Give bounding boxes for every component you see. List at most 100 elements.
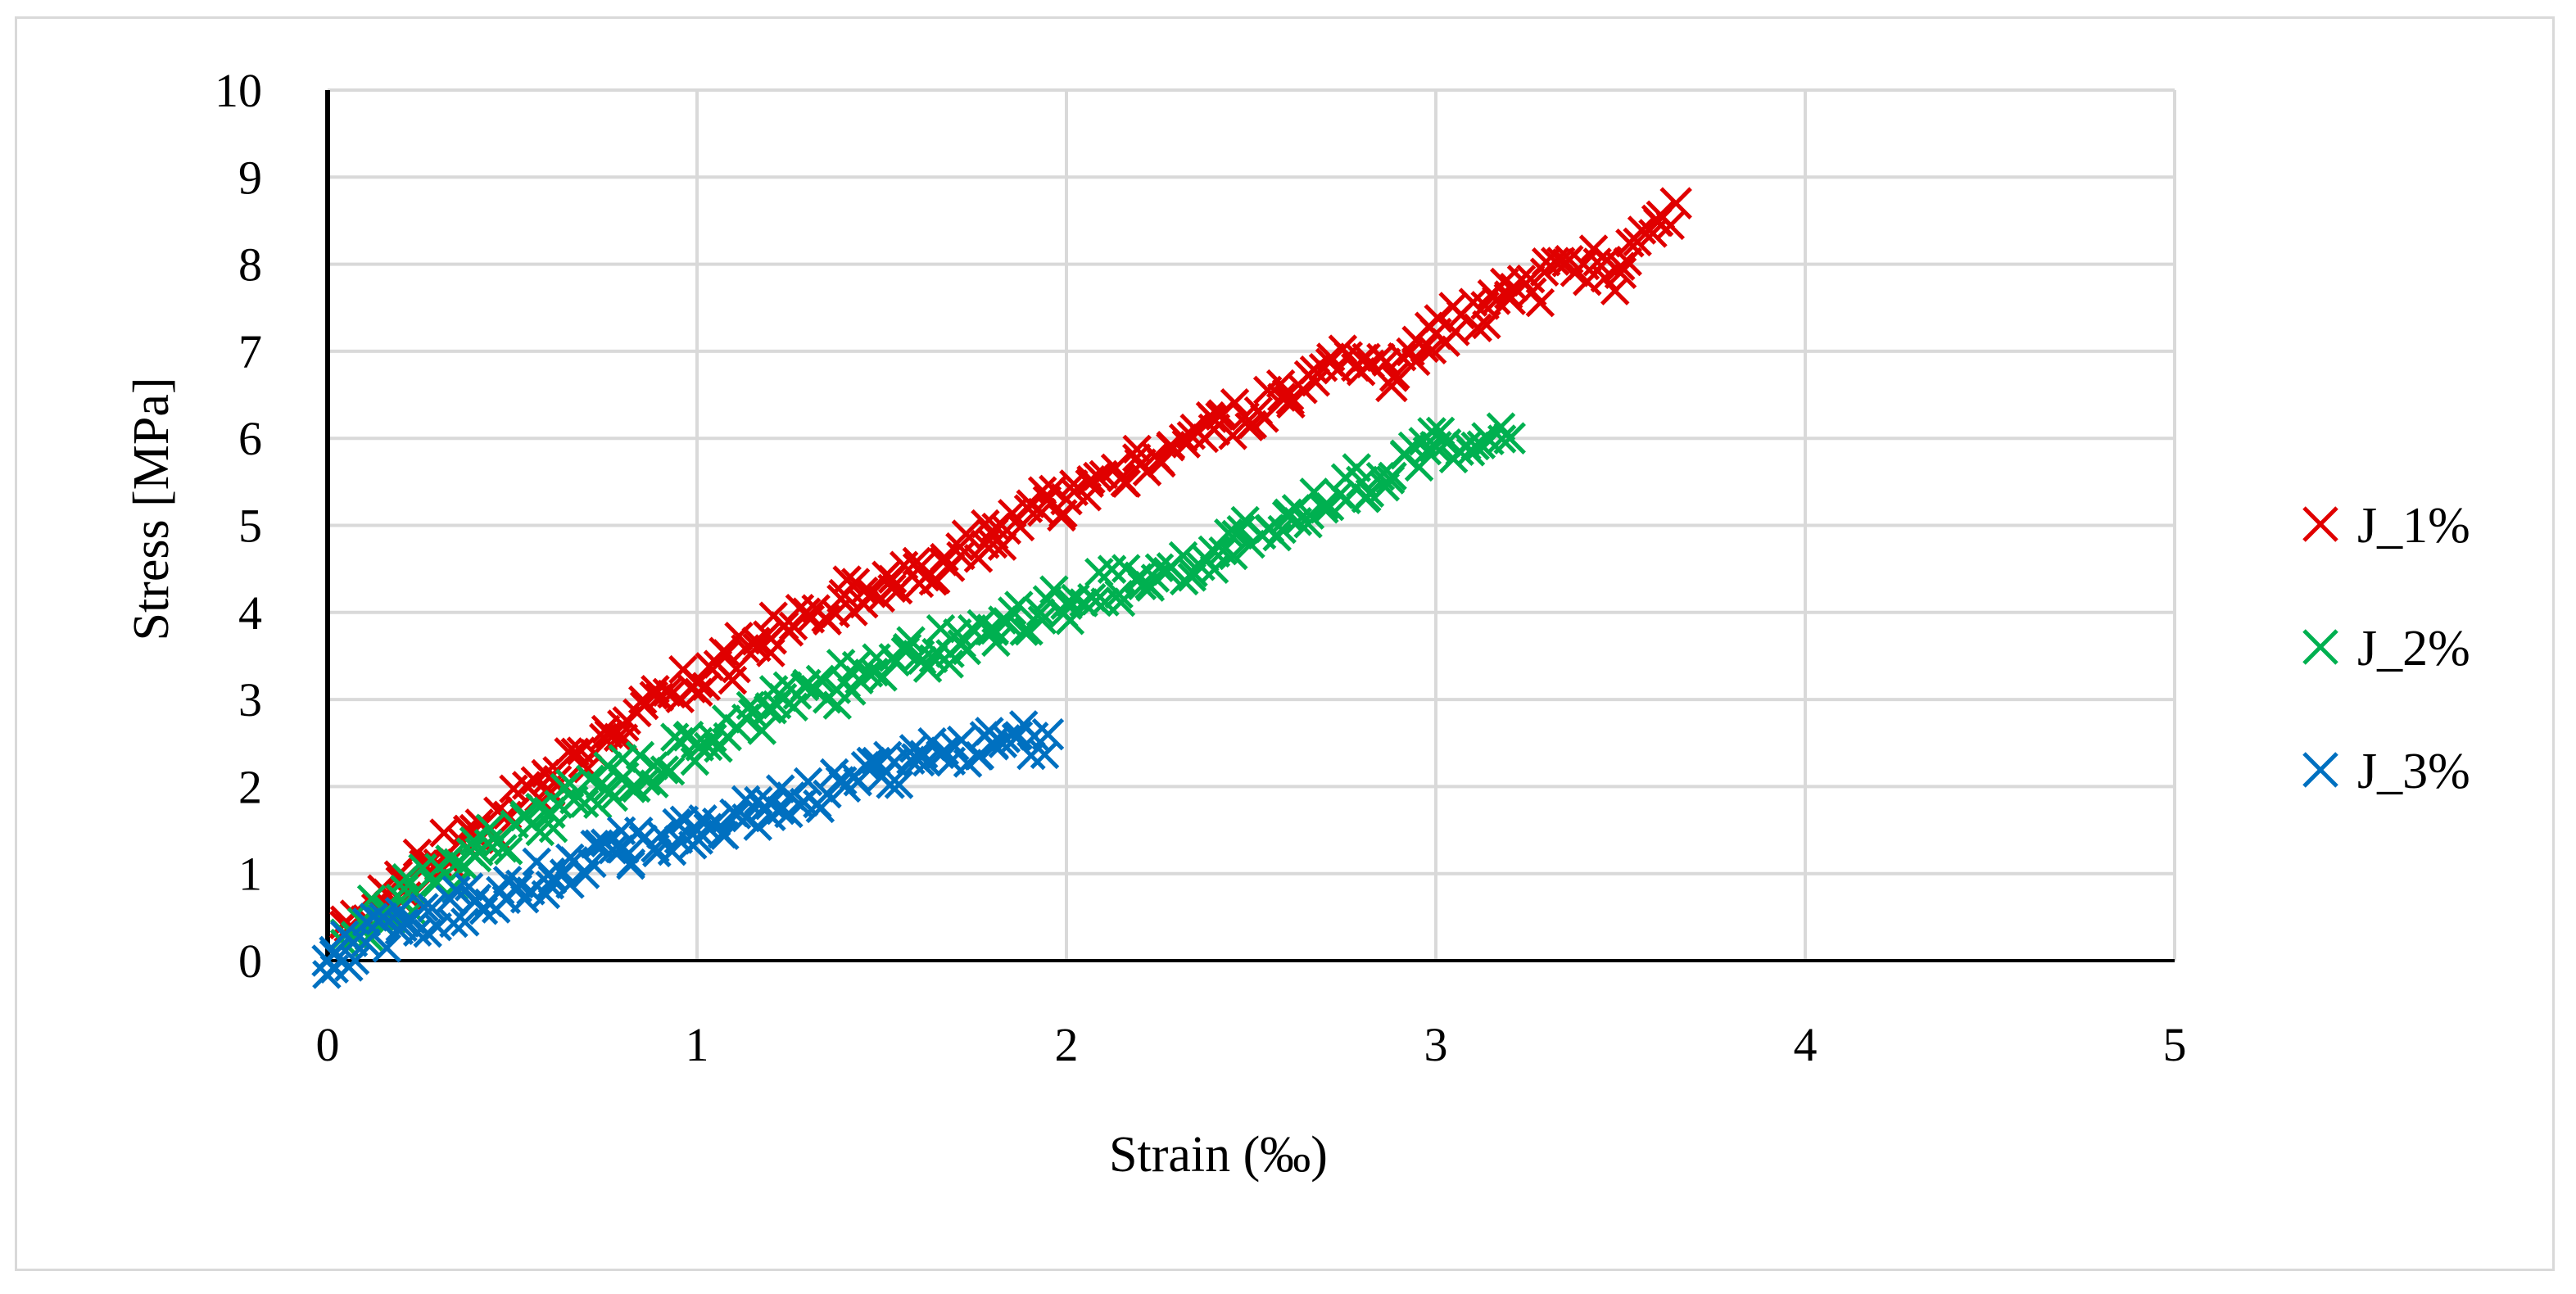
marker-stroke [402,838,432,868]
data-point [681,726,713,760]
marker-stroke [828,578,862,612]
marker-stroke [1027,476,1057,505]
marker-stroke [1487,424,1517,454]
marker-stroke [1171,429,1202,459]
marker-stroke [1081,586,1111,616]
data-point [1197,413,1231,446]
y-tick-label: 4 [238,586,262,640]
marker-stroke [1027,605,1057,635]
data-point [976,726,1009,760]
marker-stroke [1122,434,1152,464]
marker-stroke [1299,355,1329,385]
marker-stroke [789,787,819,817]
data-point [828,666,862,699]
data-point [712,639,742,668]
series-J_3% [311,710,1065,989]
marker-stroke [971,509,1000,539]
data-point [902,640,935,672]
data-point [1301,368,1331,397]
data-point [1218,421,1247,450]
marker-stroke [538,813,568,844]
data-point [655,756,686,786]
data-point [1271,500,1305,533]
marker-stroke [555,768,585,799]
data-point [681,666,713,699]
marker-stroke [805,664,835,695]
data-point [616,848,646,878]
data-point [902,744,935,777]
data-point [754,787,787,821]
marker-stroke [918,644,948,674]
marker-stroke [828,666,862,699]
marker-stroke [340,946,370,975]
marker-stroke [580,830,609,859]
marker-stroke [1208,536,1238,566]
data-point [828,770,862,803]
data-point [351,928,381,957]
marker-stroke [1197,535,1231,568]
data-point [1472,310,1501,340]
marker-stroke [1144,553,1175,582]
marker-stroke [1220,388,1250,418]
marker-stroke [1472,310,1501,340]
y-tick-label: 5 [238,500,262,553]
marker-stroke [793,767,823,797]
y-tick-label: 9 [238,151,262,204]
data-point [1250,404,1279,433]
marker-stroke [319,935,351,969]
marker-stroke [2302,506,2338,542]
marker-stroke [435,844,464,874]
marker-stroke [493,836,523,866]
y-tick-label: 0 [238,934,262,988]
marker-stroke [1271,378,1305,411]
data-point [1346,343,1379,377]
data-point [559,785,589,815]
legend-item-J_3%: J_3% [2302,744,2470,799]
marker-stroke [599,782,628,812]
marker-stroke [926,613,956,644]
data-point [1410,333,1439,364]
marker-stroke [912,748,942,777]
marker-stroke [1417,417,1446,446]
marker-stroke [566,736,596,766]
marker-stroke [2302,752,2338,788]
data-point [532,857,566,890]
data-point [1493,422,1526,455]
marker-stroke [532,857,566,890]
marker-stroke [1346,343,1379,377]
x-axis-title: Strain (‰) [1109,1127,1328,1183]
marker-stroke [766,795,795,826]
data-point [435,844,464,874]
marker-stroke [754,622,787,655]
marker-stroke [877,573,907,604]
marker-stroke [392,862,421,893]
marker-stroke [743,812,773,841]
marker-stroke [1310,490,1340,520]
data-point [1419,317,1452,351]
data-point [693,812,723,843]
x-tick-label: 3 [1424,1018,1448,1071]
marker-stroke [731,785,761,815]
marker-stroke [693,812,723,843]
y-tick-label: 2 [238,760,262,813]
marker-stroke [691,672,722,701]
marker-stroke [1271,500,1305,533]
marker-stroke [976,518,1009,550]
y-tick-label: 1 [238,848,262,901]
data-point [1493,283,1526,315]
marker-stroke [902,552,935,586]
marker-stroke [650,755,680,785]
marker-stroke [1013,494,1044,523]
marker-stroke [1604,256,1637,289]
marker-stroke [1567,247,1600,281]
marker-stroke [892,632,922,663]
data-point [1197,535,1231,568]
marker-stroke [575,764,605,794]
marker-stroke [899,734,929,763]
marker-stroke [1342,453,1371,482]
marker-stroke [1401,346,1431,377]
marker-stroke [607,709,640,742]
marker-stroke [1425,416,1456,446]
data-point [607,762,640,794]
